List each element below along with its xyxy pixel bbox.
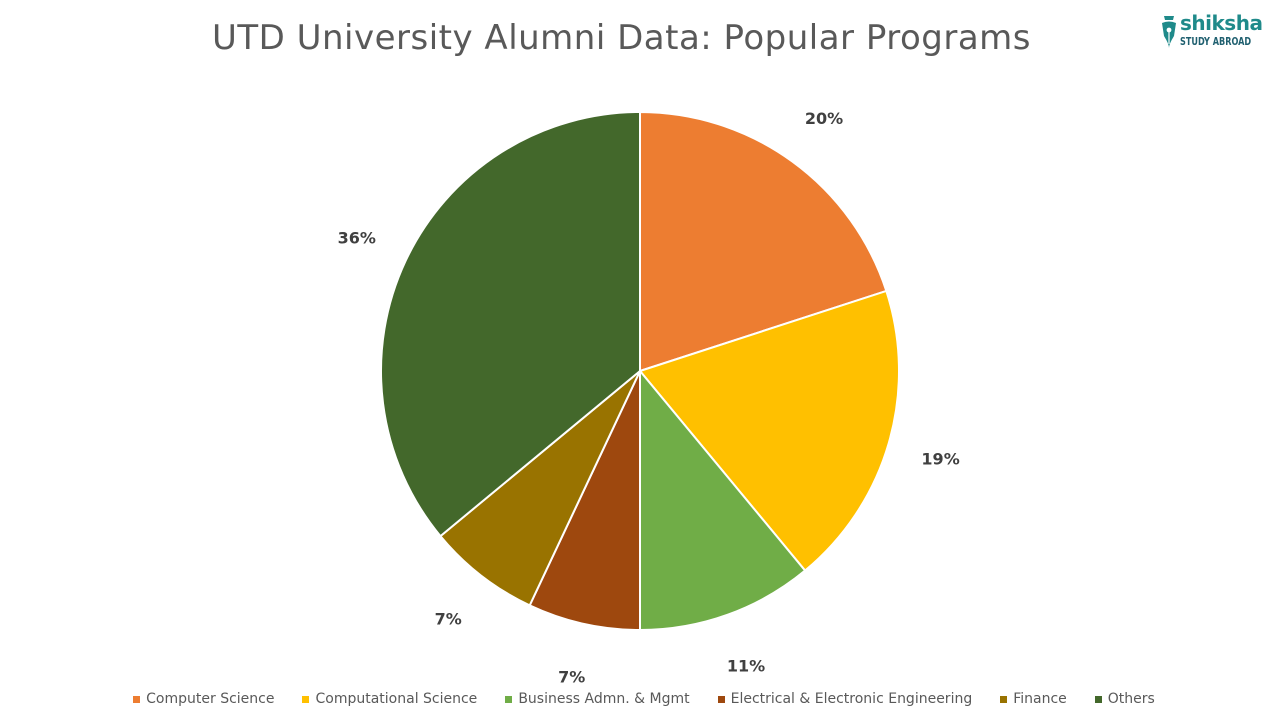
data-label: 19% (921, 449, 959, 468)
legend-label: Finance (1013, 691, 1067, 707)
legend-item: Electrical & Electronic Engineering (717, 691, 973, 707)
data-label: 36% (338, 229, 376, 248)
chart-title: UTD University Alumni Data: Popular Prog… (211, 18, 1032, 58)
pie-slice-finance (439, 370, 641, 607)
data-label: 7% (435, 609, 462, 628)
legend-item: Business Admn. & Mgmt (505, 691, 690, 707)
data-label: 7% (558, 667, 585, 686)
legend-swatch (133, 695, 141, 703)
legend-item: Others (1094, 691, 1155, 707)
data-label: 20% (805, 109, 843, 128)
legend-swatch (505, 695, 513, 703)
legend-swatch (717, 695, 725, 703)
pie-slice-electrical-electronic-engineering (528, 370, 641, 632)
legend-item: Computer Science (133, 691, 274, 707)
brand-logo[interactable]: shiksha STUDY ABROAD (1158, 12, 1268, 52)
legend-label: Others (1107, 691, 1155, 707)
legend-swatch (302, 695, 310, 703)
legend-label: Computational Science (315, 691, 478, 707)
brand-name: shiksha (1180, 11, 1263, 35)
legend-item: Computational Science (302, 691, 477, 707)
legend-item: Finance (1000, 691, 1067, 707)
legend-label: Electrical & Electronic Engineering (730, 691, 973, 707)
chart-legend: Computer Science Computational Science Bus… (0, 689, 1280, 709)
pie-slice-others (380, 110, 641, 538)
pie-slice-computer-science (639, 110, 888, 373)
legend-label: Computer Science (146, 691, 275, 707)
data-label: 11% (727, 656, 765, 675)
legend-label: Business Admn. & Mgmt (518, 691, 690, 707)
pie-slice-business-admn-mgmt (639, 368, 807, 632)
pen-nib-icon (1162, 16, 1176, 48)
legend-swatch (1094, 695, 1102, 703)
legend-swatch (1000, 695, 1008, 703)
pie-slice-computational-science (638, 289, 900, 572)
brand-tagline: STUDY ABROAD (1180, 35, 1252, 48)
